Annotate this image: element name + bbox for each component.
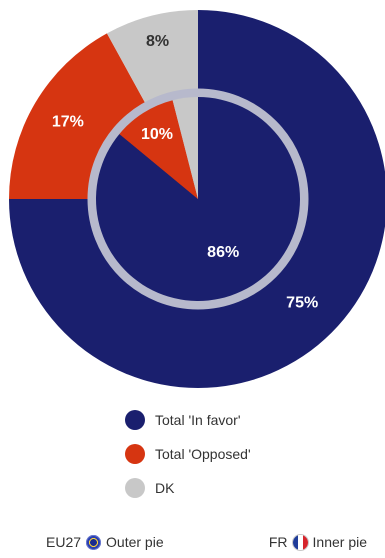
ring-separator bbox=[87, 88, 309, 310]
inner-pie bbox=[96, 97, 301, 301]
inner-pie-label: Inner pie bbox=[312, 534, 367, 550]
legend-item-dk: DK bbox=[125, 478, 365, 498]
inner-pie-slice-opposed bbox=[119, 100, 198, 199]
legend-swatch-opposed bbox=[125, 444, 145, 464]
donut-chart: 75% 17% 8% 86% 10% bbox=[9, 10, 385, 388]
inner-pie-label-opposed: 10% bbox=[141, 126, 173, 143]
outer-pie-label-in-favor: 75% bbox=[286, 295, 318, 312]
inner-pie-code: FR bbox=[268, 534, 288, 550]
slice-labels: 75% 17% 8% 86% 10% bbox=[52, 33, 318, 312]
legend-item-in-favor: Total 'In favor' bbox=[125, 410, 365, 430]
inner-pie-label-in-favor: 86% bbox=[207, 244, 239, 261]
legend-label-opposed: Total 'Opposed' bbox=[155, 446, 251, 462]
eu-flag-icon bbox=[86, 534, 102, 550]
fr-flag-icon bbox=[292, 534, 308, 550]
legend-swatch-dk bbox=[125, 478, 145, 498]
pie-key: EU27 Outer pie FR Inner pie bbox=[0, 534, 385, 556]
outer-pie-label-dk: 8% bbox=[146, 33, 169, 50]
legend-item-opposed: Total 'Opposed' bbox=[125, 444, 365, 464]
legend: Total 'In favor' Total 'Opposed' DK bbox=[125, 410, 365, 512]
legend-label-in-favor: Total 'In favor' bbox=[155, 412, 241, 428]
inner-pie-key: FR Inner pie bbox=[269, 534, 367, 550]
legend-swatch-in-favor bbox=[125, 410, 145, 430]
inner-pie-slice-in-favor bbox=[96, 97, 301, 301]
outer-pie-label: Outer pie bbox=[106, 534, 164, 550]
inner-pie-slice-dk bbox=[172, 97, 198, 199]
outer-pie-label-opposed: 17% bbox=[52, 114, 84, 131]
outer-pie-key: EU27 Outer pie bbox=[46, 534, 164, 550]
legend-label-dk: DK bbox=[155, 480, 175, 496]
outer-pie-code: EU27 bbox=[46, 534, 82, 550]
